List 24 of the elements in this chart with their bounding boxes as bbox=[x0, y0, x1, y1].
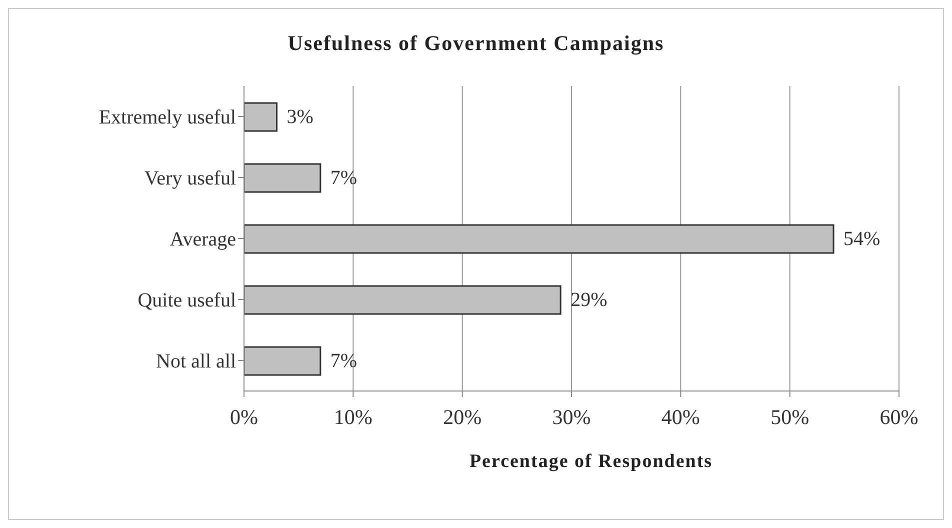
x-tick-label: 60% bbox=[880, 404, 918, 429]
data-label: 29% bbox=[570, 289, 608, 311]
bar bbox=[244, 163, 322, 193]
data-label: 3% bbox=[286, 106, 314, 128]
data-label: 7% bbox=[330, 350, 358, 372]
x-tick-label: 20% bbox=[443, 404, 482, 429]
y-tick-label: Extremely useful bbox=[98, 106, 236, 129]
y-tick-label: Not all all bbox=[156, 350, 236, 373]
y-tick-label: Very useful bbox=[144, 168, 236, 190]
x-tick-label: 40% bbox=[661, 404, 700, 429]
x-axis-title: Percentage of Respondents bbox=[468, 451, 714, 473]
y-tick-label: Quite useful bbox=[138, 290, 236, 312]
bar bbox=[244, 224, 834, 254]
x-tick-label: 50% bbox=[770, 404, 810, 429]
data-label: 7% bbox=[330, 167, 358, 189]
data-label: 54% bbox=[844, 228, 880, 250]
bar bbox=[244, 102, 278, 132]
x-tick-label: 0% bbox=[230, 404, 258, 429]
y-tick-label: Average bbox=[170, 228, 236, 251]
bar bbox=[244, 346, 322, 376]
bar bbox=[244, 285, 562, 315]
x-tick-label: 10% bbox=[334, 404, 372, 429]
x-tick-label: 30% bbox=[552, 404, 591, 429]
chart-title: Usefulness of Government Campaigns bbox=[286, 30, 666, 56]
